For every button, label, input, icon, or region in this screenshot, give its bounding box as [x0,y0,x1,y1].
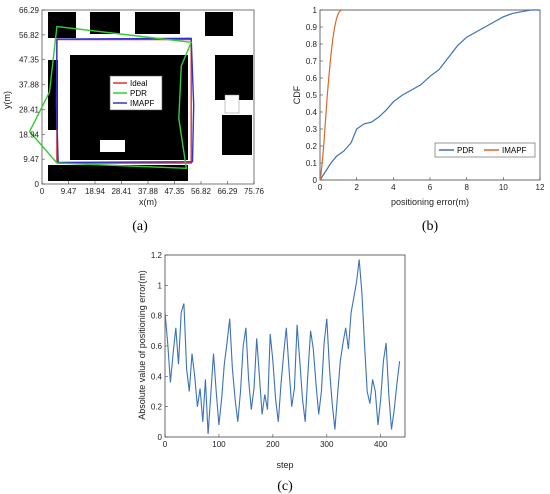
series-line-imapf [319,9,343,181]
y-tick-label: 0.6 [306,74,318,83]
y-tick-label: 0.8 [306,40,318,49]
axis-ticks-a: 0 9.47 18.94 28.41 37.88 47.35 56.82 66.29 75.76… [19,6,265,196]
y-tick-label: 47.35 [19,56,40,65]
x-tick-label: 18.94 [85,187,106,196]
y-tick-label: 1 [313,6,318,15]
y-tick-label: 0.6 [151,342,163,351]
x-tick-label: 8 [464,183,469,192]
caption-b: (b) [422,219,439,234]
error-line [164,259,401,435]
wall-block [48,60,58,130]
y-tick-label: 0.2 [151,403,163,412]
y-tick-label: 0 [313,176,318,185]
y-tick-label: 9.47 [23,155,39,164]
y-tick-label: 0 [158,433,163,442]
y-axis-label-a: y(m) [2,91,12,109]
x-tick-label: 10 [499,183,508,192]
y-tick-label: 0.8 [151,312,163,321]
trajectory-lines [28,25,195,170]
x-tick-label: 9.47 [61,187,77,196]
x-tick-label: 0 [318,183,323,192]
y-tick-label: 66.29 [19,6,40,15]
x-tick-label: 300 [320,440,334,449]
room-block [48,12,76,38]
y-tick-label: 1 [158,281,163,290]
y-tick-label: 0.5 [306,91,318,100]
y-tick-label: 0.4 [306,108,318,117]
legend-label-ideal: Ideal [130,79,148,88]
x-tick-label: 66.29 [217,187,238,196]
x-tick-label: 100 [212,440,226,449]
series-line-error [164,259,401,435]
series-line-pdr [28,25,193,170]
panel-b: 0 2 4 6 8 10 12 0 0.1 0.2 0.3 0.4 0.5 0.6 0.7 0.8 0.9 1 P… [292,6,545,234]
x-axis-label-c: step [276,460,293,470]
y-tick-label: 0.1 [306,159,318,168]
y-tick-label: 18.94 [19,130,40,139]
x-tick-label: 47.35 [164,187,185,196]
y-tick-label: 0.4 [151,372,163,381]
series-line-imapf [55,37,195,164]
x-tick-label: 2 [354,183,359,192]
room-block [48,165,188,181]
legend-label-pdr: PDR [130,89,147,98]
axis-ticks-c: 0 100 200 300 400 0 0.2 0.4 0.6 0.8 1 1.2 [151,251,388,449]
y-tick-label: 0.3 [306,125,318,134]
legend-label-imapf: IMAPF [502,146,527,155]
x-tick-label: 400 [374,440,388,449]
legend-box [109,75,163,111]
legend-label-pdr: PDR [457,146,474,155]
y-tick-label: 0.2 [306,142,318,151]
x-axis-label-a: x(m) [139,197,157,207]
x-tick-label: 37.88 [138,187,159,196]
y-tick-label: 56.82 [19,31,40,40]
y-axis-label-b: CDF [292,85,302,104]
legend-a: Ideal PDR IMAPF [109,75,163,111]
x-tick-label: 200 [266,440,280,449]
y-tick-label: 37.88 [19,81,40,90]
axis-ticks-b: 0 2 4 6 8 10 12 0 0.1 0.2 0.3 0.4 0.5 0.6 0.7 0.8 0.9 1 [306,6,545,192]
room-block [135,12,180,34]
y-tick-label: 0.9 [306,23,318,32]
x-tick-label: 4 [391,183,396,192]
y-tick-label: 28.41 [19,105,40,114]
room-small [224,94,240,114]
room-block [215,55,253,100]
caption-a: (a) [132,219,148,234]
room-block [90,12,120,34]
legend-b: PDR IMAPF [434,142,536,158]
x-tick-label: 0 [163,440,168,449]
room-block [222,115,252,155]
x-tick-label: 56.82 [191,187,212,196]
panel-c: 0 100 200 300 400 0 0.2 0.4 0.6 0.8 1 1.2 step Abso… [137,251,406,494]
y-tick-label: 0.7 [306,57,318,66]
door-gap [100,140,125,152]
x-tick-label: 75.76 [244,187,265,196]
x-tick-label: 0 [40,187,45,196]
y-tick-label: 1.2 [151,251,163,260]
x-tick-label: 28.41 [111,187,132,196]
x-tick-label: 6 [428,183,433,192]
series-line-pdr [319,9,540,181]
x-tick-label: 12 [536,183,545,192]
y-tick-label: 0 [35,180,40,189]
legend-label-imapf: IMAPF [130,99,155,108]
caption-c: (c) [277,479,293,494]
room-block [205,12,233,36]
cdf-lines [319,9,540,181]
x-axis-label-b: positioning error(m) [391,197,469,207]
y-axis-label-c: Absolute value of positioning error(m) [137,270,147,420]
panel-a: Ideal PDR IMAPF 0 9.47 18.94 28.41 37.88 47.3… [0,0,275,235]
